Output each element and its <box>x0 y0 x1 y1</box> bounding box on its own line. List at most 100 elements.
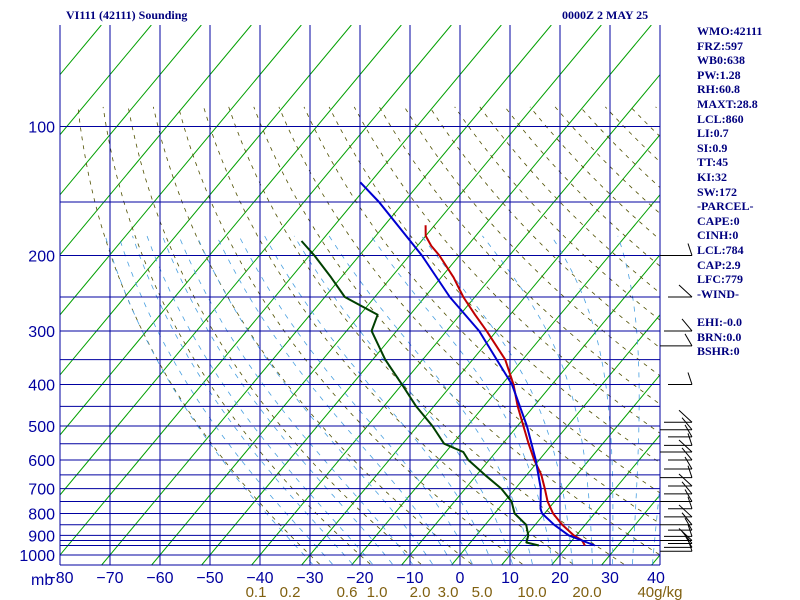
x-tick-label: −30 <box>296 570 323 587</box>
isotherm-line <box>101 25 552 565</box>
mixing-ratio-label: 0.6 <box>337 584 358 600</box>
moist-adiabat-line <box>617 235 640 565</box>
moist-adiabat-line <box>238 235 473 565</box>
stat-cape: CAPE:0 <box>697 213 740 228</box>
stat-lcl: LCL:860 <box>697 111 744 126</box>
moist-adiabat-line <box>104 235 313 565</box>
wind-barb-flag <box>684 456 693 470</box>
wind-barbs <box>660 243 693 552</box>
stat-parcel-header: -PARCEL- <box>697 199 754 214</box>
isotherm-line <box>251 73 660 565</box>
y-tick-label: 1000 <box>19 548 55 565</box>
moist-adiabat-line <box>178 235 413 565</box>
dry-adiabat-line <box>77 106 320 565</box>
dry-adiabat-line <box>102 106 371 565</box>
x-tick-label: −50 <box>196 570 223 587</box>
mixing-ratio-label: 2.0 <box>410 584 431 600</box>
stat-maxt: MAXT:28.8 <box>697 96 758 111</box>
wind-barb-flag <box>681 531 693 544</box>
y-tick-label: 500 <box>28 419 55 436</box>
stat-cap: CAP:2.9 <box>697 257 741 272</box>
vertical-grid-lines <box>59 25 661 565</box>
x-tick-label: 10 <box>501 570 519 587</box>
wind-barb-flag <box>687 372 693 385</box>
y-tick-label: 800 <box>28 506 55 523</box>
y-tick-label: 200 <box>28 248 55 265</box>
dry-adiabat-line <box>554 106 660 215</box>
wind-barb-flag <box>678 473 693 487</box>
mixing-ratio-label: 1.0 <box>367 584 388 600</box>
moist-adiabat-line <box>196 235 433 565</box>
wind-barb-flag <box>678 284 693 298</box>
moist-adiabat-line <box>162 235 393 565</box>
x-tick-label: 30 <box>601 570 619 587</box>
moist-adiabat-line <box>482 235 593 565</box>
wind-barb-flag <box>678 409 693 423</box>
isotherm-line <box>60 25 502 556</box>
stat-rh: RH:60.8 <box>697 82 740 97</box>
isotherm-line <box>551 434 660 565</box>
wind-barb-flag <box>684 333 693 347</box>
dewpoint-trace <box>300 240 540 547</box>
stat-tt: TT:45 <box>697 155 729 170</box>
moist-adiabat-line <box>652 481 660 565</box>
stat-frz: FRZ:597 <box>697 38 743 53</box>
isotherm-line <box>201 25 652 565</box>
moist-adiabat-line <box>216 235 453 565</box>
stats-panel: WMO:42111 FRZ:597 WB0:638 PW:1.28 RH:60.… <box>697 24 762 359</box>
stat-pw: PW:1.28 <box>697 67 741 82</box>
wind-barb-flag <box>678 504 693 518</box>
isotherm-lines <box>60 25 660 565</box>
wind-barb-flag <box>684 535 693 548</box>
parcel-trace <box>359 181 596 547</box>
stat-brn: BRN:0.0 <box>697 329 742 344</box>
isotherm-line <box>60 25 302 316</box>
wind-barb-flag <box>687 465 693 478</box>
wind-barb-flag <box>687 496 693 509</box>
wind-barb-flag <box>687 243 693 256</box>
dry-adiabat-line <box>178 106 523 565</box>
stat-cinh: CINH:0 <box>697 228 739 243</box>
dry-adiabat-line <box>253 106 660 556</box>
mixing-ratio-label: 40g/kg <box>637 584 682 600</box>
y-unit-label: mb <box>31 572 53 589</box>
isotherm-line <box>60 25 152 136</box>
wind-barb-flag <box>681 512 693 526</box>
x-tick-label: −80 <box>46 570 73 587</box>
y-tick-label: 100 <box>28 120 55 137</box>
mixing-ratio-label: 3.0 <box>438 584 459 600</box>
stat-wb0: WB0:638 <box>697 53 745 68</box>
isotherm-line <box>60 25 202 196</box>
x-tick-label: −10 <box>396 570 423 587</box>
dry-adiabat-line <box>303 106 660 494</box>
dry-adiabat-lines <box>77 106 660 565</box>
isotherm-line <box>60 25 452 496</box>
moist-adiabat-line <box>370 235 553 565</box>
sounding-time: 0000Z 2 MAY 25 <box>562 8 649 22</box>
stat-wind-header: -WIND- <box>697 286 739 301</box>
temperature-trace <box>424 225 586 546</box>
y-tick-label: 700 <box>28 482 55 499</box>
wind-barb-flag <box>681 447 693 461</box>
x-tick-label: −20 <box>346 570 373 587</box>
stat-bshr: BSHR:0 <box>697 344 740 359</box>
moist-adiabat-line <box>118 235 333 565</box>
wind-barb-flag <box>684 489 693 502</box>
moist-adiabat-line <box>132 235 353 565</box>
isotherm-line <box>60 25 252 256</box>
isotherm-line <box>60 25 352 376</box>
isotherm-line <box>151 25 602 565</box>
stat-li: LI:0.7 <box>697 126 729 141</box>
moist-adiabat-line <box>551 235 614 565</box>
moist-adiabat-line <box>146 235 373 565</box>
x-tick-label: −60 <box>146 570 173 587</box>
y-tick-label: 600 <box>28 453 55 470</box>
x-tick-label: 0 <box>456 570 465 587</box>
y-tick-label: 400 <box>28 377 55 394</box>
mixing-ratio-label: 5.0 <box>472 584 493 600</box>
wind-barb-flag <box>684 424 693 438</box>
wind-barb-flag <box>681 318 693 332</box>
moist-adiabat-line <box>421 235 573 565</box>
